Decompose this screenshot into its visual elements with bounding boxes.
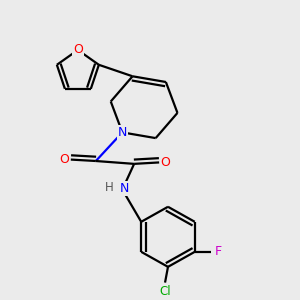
Text: N: N (120, 182, 129, 195)
Text: H: H (105, 181, 113, 194)
Text: O: O (161, 156, 171, 169)
Text: Cl: Cl (159, 285, 171, 298)
Text: O: O (59, 153, 69, 166)
Text: F: F (215, 245, 222, 258)
Text: N: N (118, 126, 127, 139)
Text: O: O (73, 44, 83, 56)
